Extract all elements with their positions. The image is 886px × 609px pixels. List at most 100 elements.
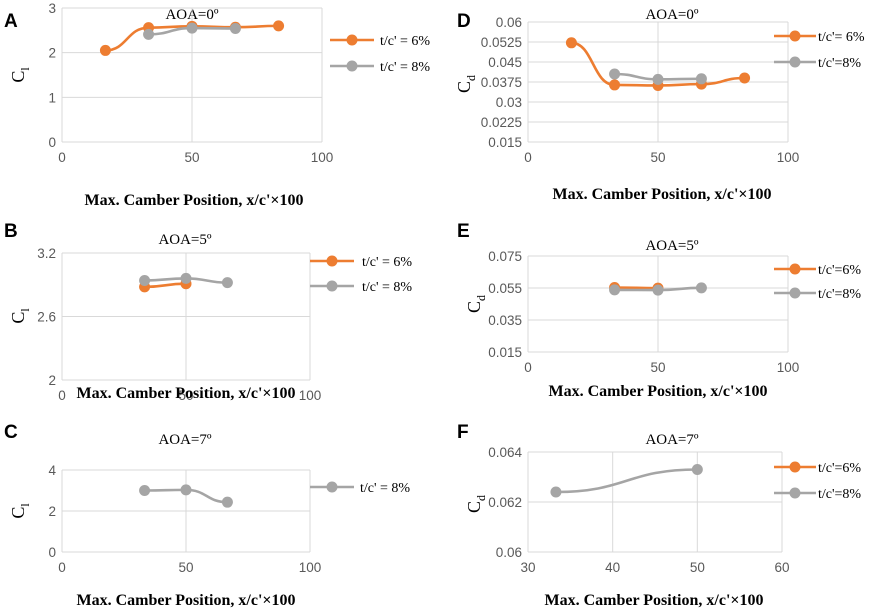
legend-label: t/c' = 8%	[360, 481, 410, 496]
x-tick-label: 50	[650, 360, 665, 375]
x-axis-label: Max. Camber Position, x/c'×100	[76, 385, 295, 402]
chart-title: AOA=7º	[645, 432, 698, 448]
legend-label: t/c'=6%	[818, 263, 861, 278]
legend-marker	[789, 461, 801, 473]
y-tick-label: 2	[48, 46, 56, 61]
series-line	[144, 282, 187, 289]
x-tick-label: 0	[524, 360, 532, 375]
data-point	[143, 28, 155, 40]
y-axis-label-main: C	[464, 301, 484, 313]
x-tick-label: 100	[311, 150, 334, 165]
y-tick-label: 0.015	[488, 345, 522, 360]
y-tick-label: 2	[48, 373, 56, 388]
data-point	[180, 484, 192, 496]
x-tick-label: 50	[650, 150, 665, 165]
data-point	[221, 496, 233, 508]
y-axis-label: Cd	[454, 75, 478, 93]
y-tick-label: 2.6	[37, 310, 56, 325]
x-tick-label: 50	[178, 560, 193, 575]
y-tick-label: 0.064	[488, 445, 522, 460]
x-tick-label: 30	[520, 560, 535, 575]
x-tick-label: 0	[58, 388, 66, 403]
legend-marker	[789, 30, 801, 42]
y-axis-label-sub: d	[474, 495, 488, 501]
y-axis-label-main: C	[8, 71, 28, 83]
legend-marker	[789, 287, 801, 299]
y-tick-label: 0	[48, 135, 56, 150]
x-tick-label: 100	[299, 388, 322, 403]
x-tick-label: 100	[777, 360, 800, 375]
x-axis-label: Max. Camber Position, x/c'×100	[76, 592, 295, 609]
panel-letter: B	[4, 221, 18, 242]
panel-letter: A	[4, 11, 18, 32]
x-axis-label: Max. Camber Position, x/c'×100	[552, 186, 771, 203]
y-axis-label: Cd	[464, 295, 488, 313]
data-point	[550, 486, 562, 498]
data-point	[180, 272, 192, 284]
x-tick-label: 50	[178, 388, 193, 403]
panel-letter: C	[4, 422, 18, 443]
legend-marker	[346, 34, 358, 46]
y-axis-label: Cd	[464, 495, 488, 513]
y-axis-label-sub: l	[18, 503, 32, 507]
x-axis-label: Max. Camber Position, x/c'×100	[548, 383, 767, 400]
chart-title: AOA=7º	[158, 432, 211, 448]
panel-e: E AOA=5º 0.015 0.035 0.055 0.075 0 50 100 Max. Ca…	[457, 221, 861, 400]
x-tick-label: 50	[690, 560, 705, 575]
data-point	[186, 22, 198, 34]
y-axis-label: Cl	[8, 67, 32, 83]
data-point	[273, 20, 285, 32]
data-point	[652, 284, 664, 296]
y-tick-label: 1	[48, 90, 56, 105]
panel-c: C AOA=7º 0 2 4 0 50 100 Max. Camber Position, x/…	[4, 422, 410, 609]
y-tick-label: 3.2	[37, 246, 56, 261]
x-tick-label: 100	[777, 150, 800, 165]
y-tick-label: 3	[48, 1, 56, 16]
y-tick-label: 0.0225	[481, 115, 522, 130]
panel-letter: F	[457, 422, 469, 443]
y-tick-label: 2	[48, 504, 56, 519]
legend-marker	[326, 280, 338, 292]
chart-title: AOA=0º	[645, 7, 698, 23]
y-axis-label-sub: l	[18, 308, 32, 312]
x-tick-label: 0	[58, 150, 66, 165]
legend-label: t/c'=8%	[818, 287, 861, 302]
data-point	[229, 23, 241, 35]
y-tick-label: 0.035	[488, 313, 522, 328]
panel-f: F AOA=7º 0.06 0.062 0.064 30 40 50 60 Max. Camber…	[457, 422, 861, 609]
y-axis-label-main: C	[8, 312, 28, 324]
legend-marker	[789, 487, 801, 499]
y-axis-label-sub: d	[464, 75, 478, 81]
data-point	[691, 464, 703, 475]
y-tick-label: 0.06	[496, 15, 522, 30]
legend-marker	[326, 481, 338, 493]
data-point	[609, 68, 621, 80]
data-point	[695, 73, 707, 85]
chart-title: AOA=5º	[645, 238, 698, 254]
series-line	[555, 468, 698, 494]
chart-title: AOA=5º	[158, 232, 211, 248]
y-tick-label: 0.045	[488, 55, 522, 70]
x-tick-label: 0	[58, 560, 66, 575]
y-tick-label: 4	[48, 463, 56, 478]
panel-letter: E	[457, 221, 470, 242]
y-tick-label: 0.015	[488, 135, 522, 150]
data-point	[139, 485, 151, 496]
data-point	[609, 79, 621, 91]
panel-d: D AOA=0º 0.015 0.0225 0.03 0.0375 0.045 0.0525 0…	[454, 7, 865, 203]
y-axis-label-main: C	[454, 81, 474, 93]
y-axis-label-sub: d	[474, 295, 488, 301]
data-point	[695, 282, 707, 294]
legend-label: t/c'= 6%	[818, 30, 865, 45]
data-point	[652, 73, 664, 85]
legend-label: t/c'=6%	[818, 461, 861, 476]
legend-label: t/c' = 6%	[380, 34, 430, 49]
data-point	[565, 37, 577, 49]
legend-label: t/c' = 6%	[362, 255, 412, 270]
data-point	[739, 72, 751, 84]
x-tick-label: 0	[524, 150, 532, 165]
y-tick-label: 0.075	[488, 249, 522, 264]
y-axis-label: Cl	[8, 503, 32, 519]
legend-label: t/c' = 8%	[380, 60, 430, 75]
